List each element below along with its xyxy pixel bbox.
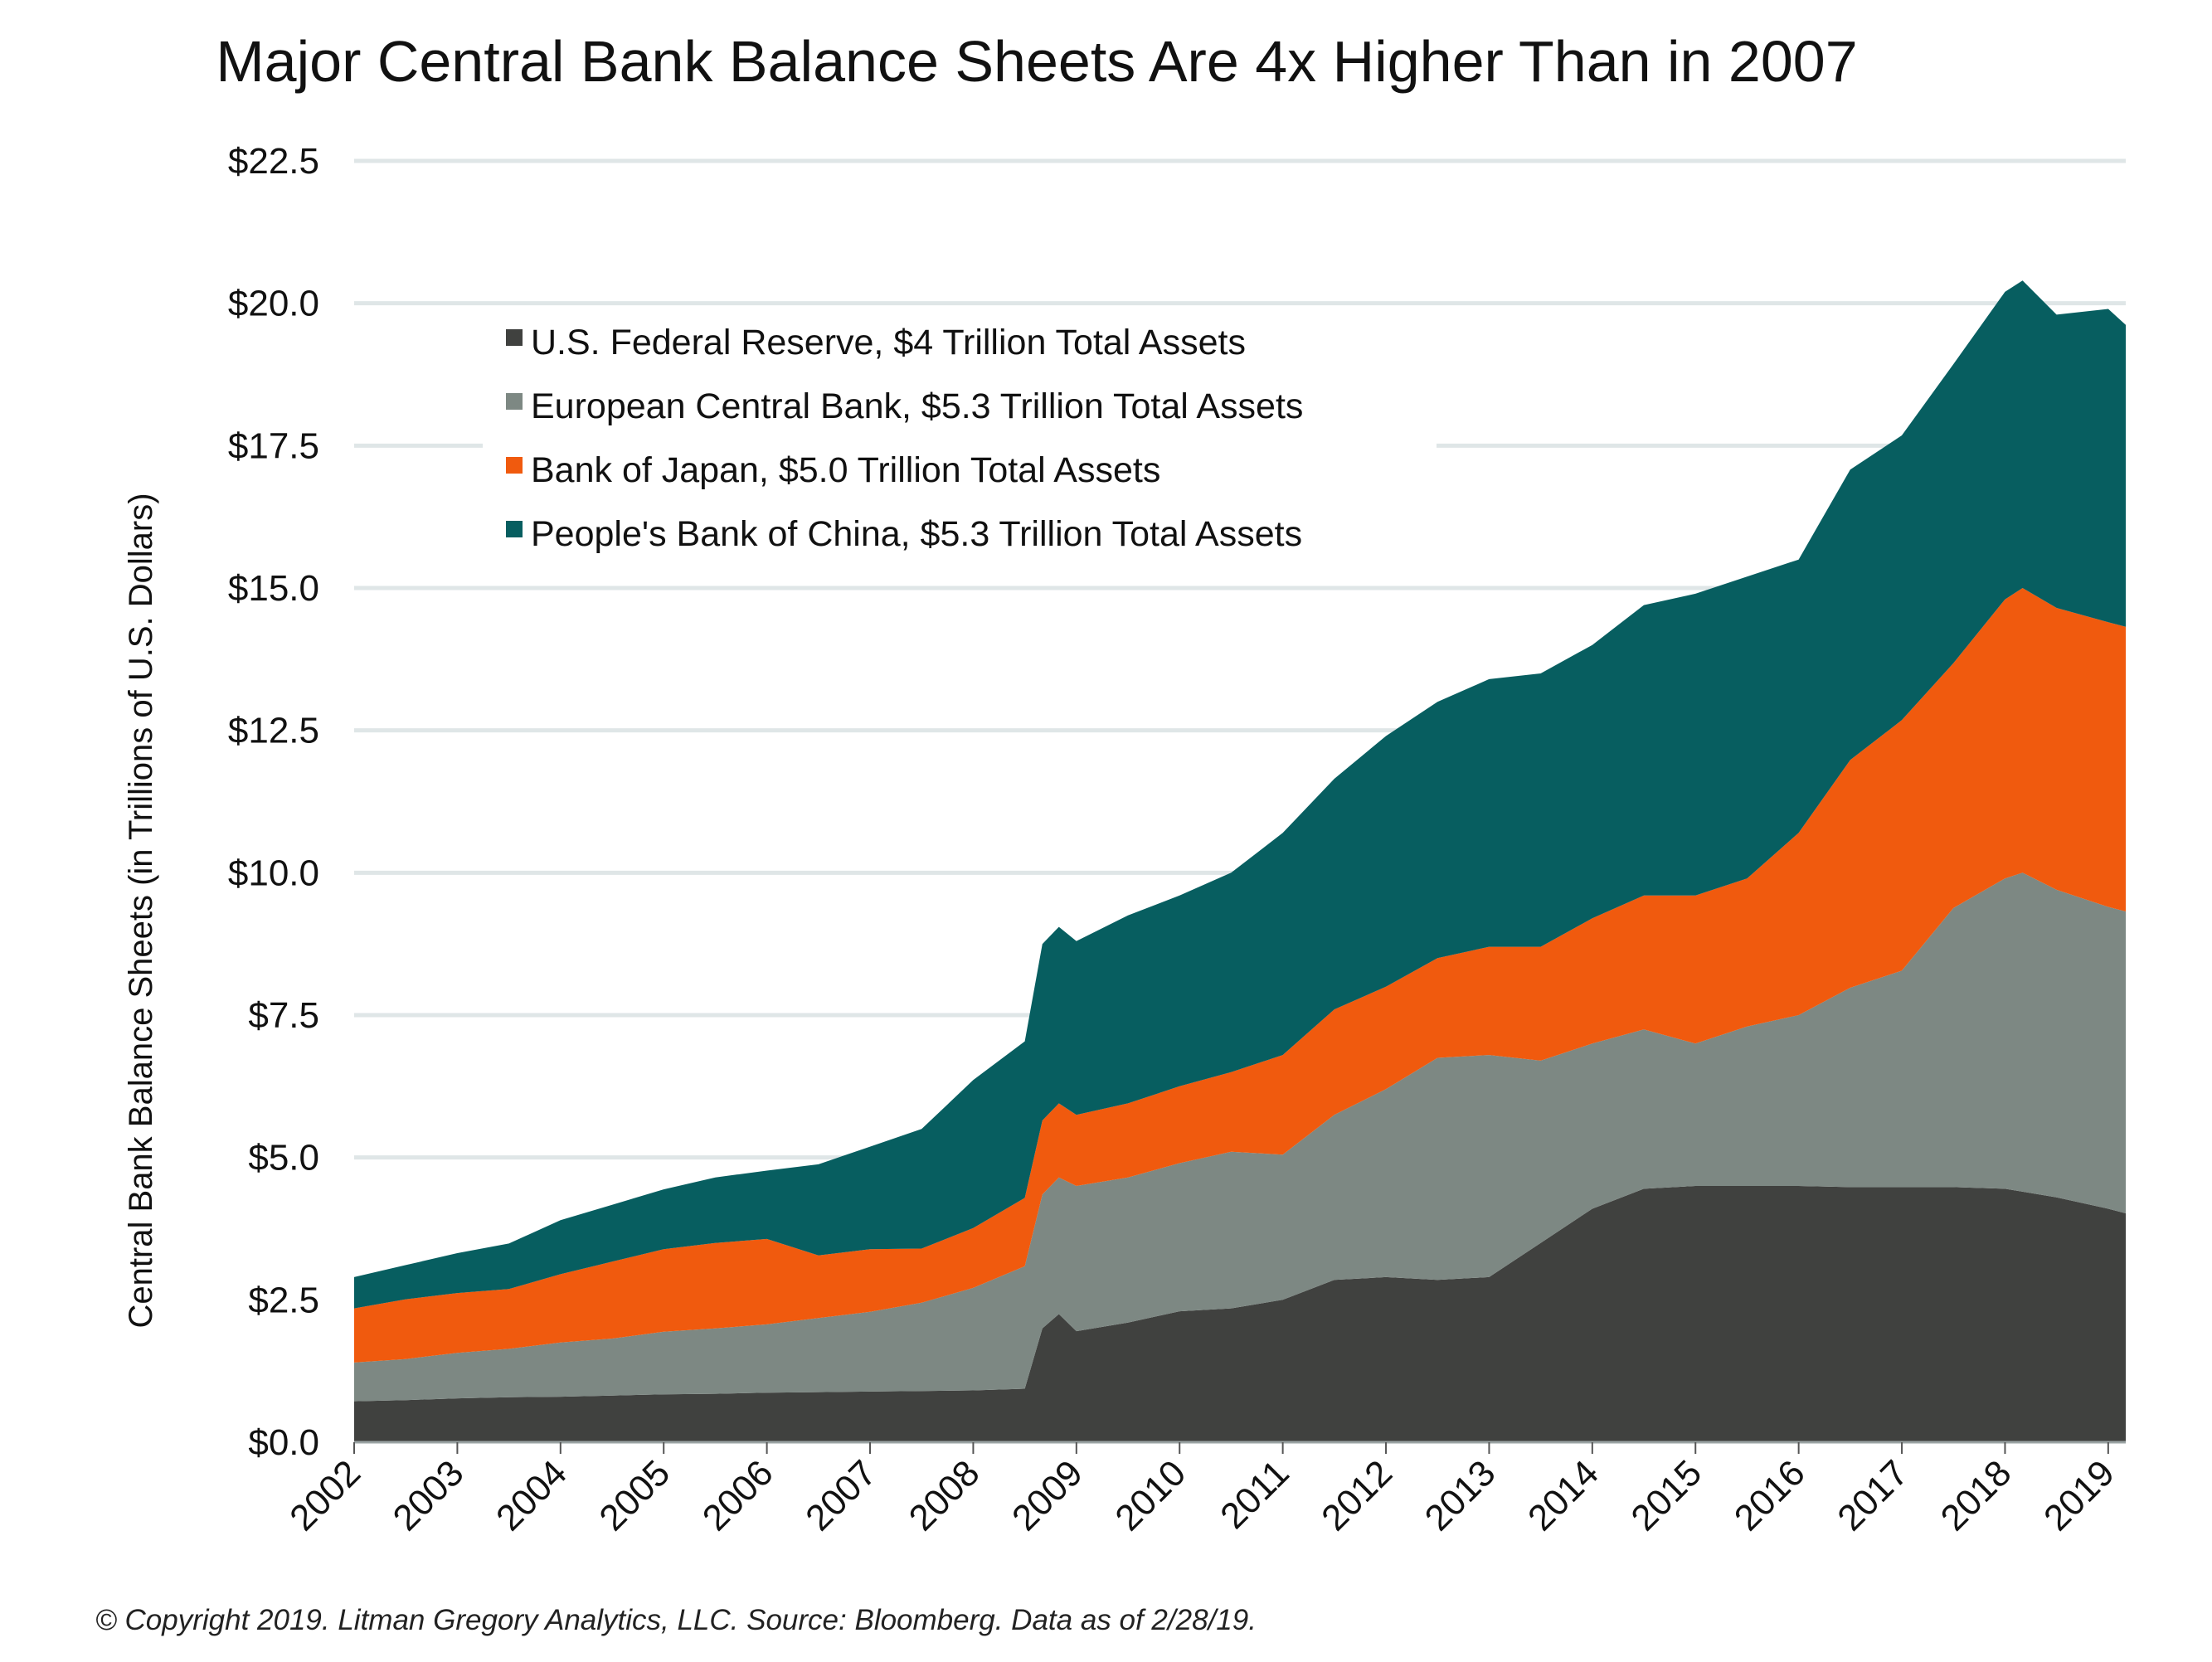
y-tick-label: $2.5 (248, 1280, 319, 1320)
x-tick-label: 2015 (1623, 1452, 1709, 1538)
y-tick-label: $20.0 (228, 284, 319, 324)
legend-swatch (506, 329, 523, 346)
legend-label: Bank of Japan, $5.0 Trillion Total Asset… (531, 450, 1160, 490)
x-tick-label: 2013 (1417, 1452, 1504, 1538)
x-tick-label: 2018 (1933, 1452, 2020, 1538)
y-tick-label: $10.0 (228, 853, 319, 893)
x-tick-label: 2002 (282, 1452, 368, 1538)
x-tick-label: 2009 (1004, 1452, 1091, 1538)
legend: U.S. Federal Reserve, $4 Trillion Total … (483, 307, 1437, 572)
y-tick-label: $5.0 (248, 1138, 319, 1178)
y-tick-label: $12.5 (228, 711, 319, 751)
y-tick-label: $15.0 (228, 568, 319, 609)
x-tick-label: 2005 (591, 1452, 678, 1538)
y-axis-ticks: $0.0 $2.5 $5.0 $7.5 $10.0 $12.5 $15.0 $17.5 $20.… (228, 141, 319, 1463)
x-tick-label: 2014 (1520, 1452, 1607, 1538)
legend-label: People's Bank of China, $5.3 Trillion To… (531, 514, 1302, 554)
legend-swatch (506, 457, 523, 474)
x-tick-label: 2019 (2036, 1452, 2122, 1538)
y-tick-label: $17.5 (228, 425, 319, 466)
area-series-2 (354, 872, 2126, 1402)
x-axis-ticks: 2002 2003 2004 2005 2006 2007 2008 2009 2010 2011… (282, 1441, 2126, 1538)
stacked-areas (354, 280, 2126, 1442)
legend-background (483, 307, 1437, 572)
x-tick-label: 2006 (695, 1452, 781, 1538)
y-axis-label: Central Bank Balance Sheets (in Trillion… (123, 493, 159, 1328)
x-tick-label: 2016 (1727, 1452, 1813, 1538)
x-tick-label: 2012 (1314, 1452, 1400, 1538)
x-tick-label: 2010 (1107, 1452, 1194, 1538)
x-tick-label: 2007 (798, 1452, 884, 1538)
chart-title: Major Central Bank Balance Sheets Are 4x… (216, 29, 1857, 94)
y-tick-label: $22.5 (228, 141, 319, 182)
area-series-4 (354, 280, 2126, 1309)
footnote: © Copyright 2019. Litman Gregory Analyti… (95, 1604, 1257, 1636)
x-tick-label: 2008 (902, 1452, 988, 1538)
x-tick-label: 2017 (1830, 1452, 1916, 1538)
y-tick-label: $7.5 (248, 995, 319, 1036)
legend-swatch (506, 393, 523, 410)
legend-label: European Central Bank, $5.3 Trillion Tot… (531, 386, 1303, 426)
area-series-3 (354, 588, 2126, 1363)
y-tick-label: $0.0 (248, 1422, 319, 1463)
legend-swatch (506, 521, 523, 537)
legend-label: U.S. Federal Reserve, $4 Trillion Total … (531, 323, 1246, 362)
x-tick-label: 2004 (489, 1452, 575, 1538)
area-series-1 (354, 1186, 2126, 1442)
x-tick-label: 2003 (386, 1452, 472, 1538)
x-tick-label: 2011 (1213, 1452, 1297, 1537)
